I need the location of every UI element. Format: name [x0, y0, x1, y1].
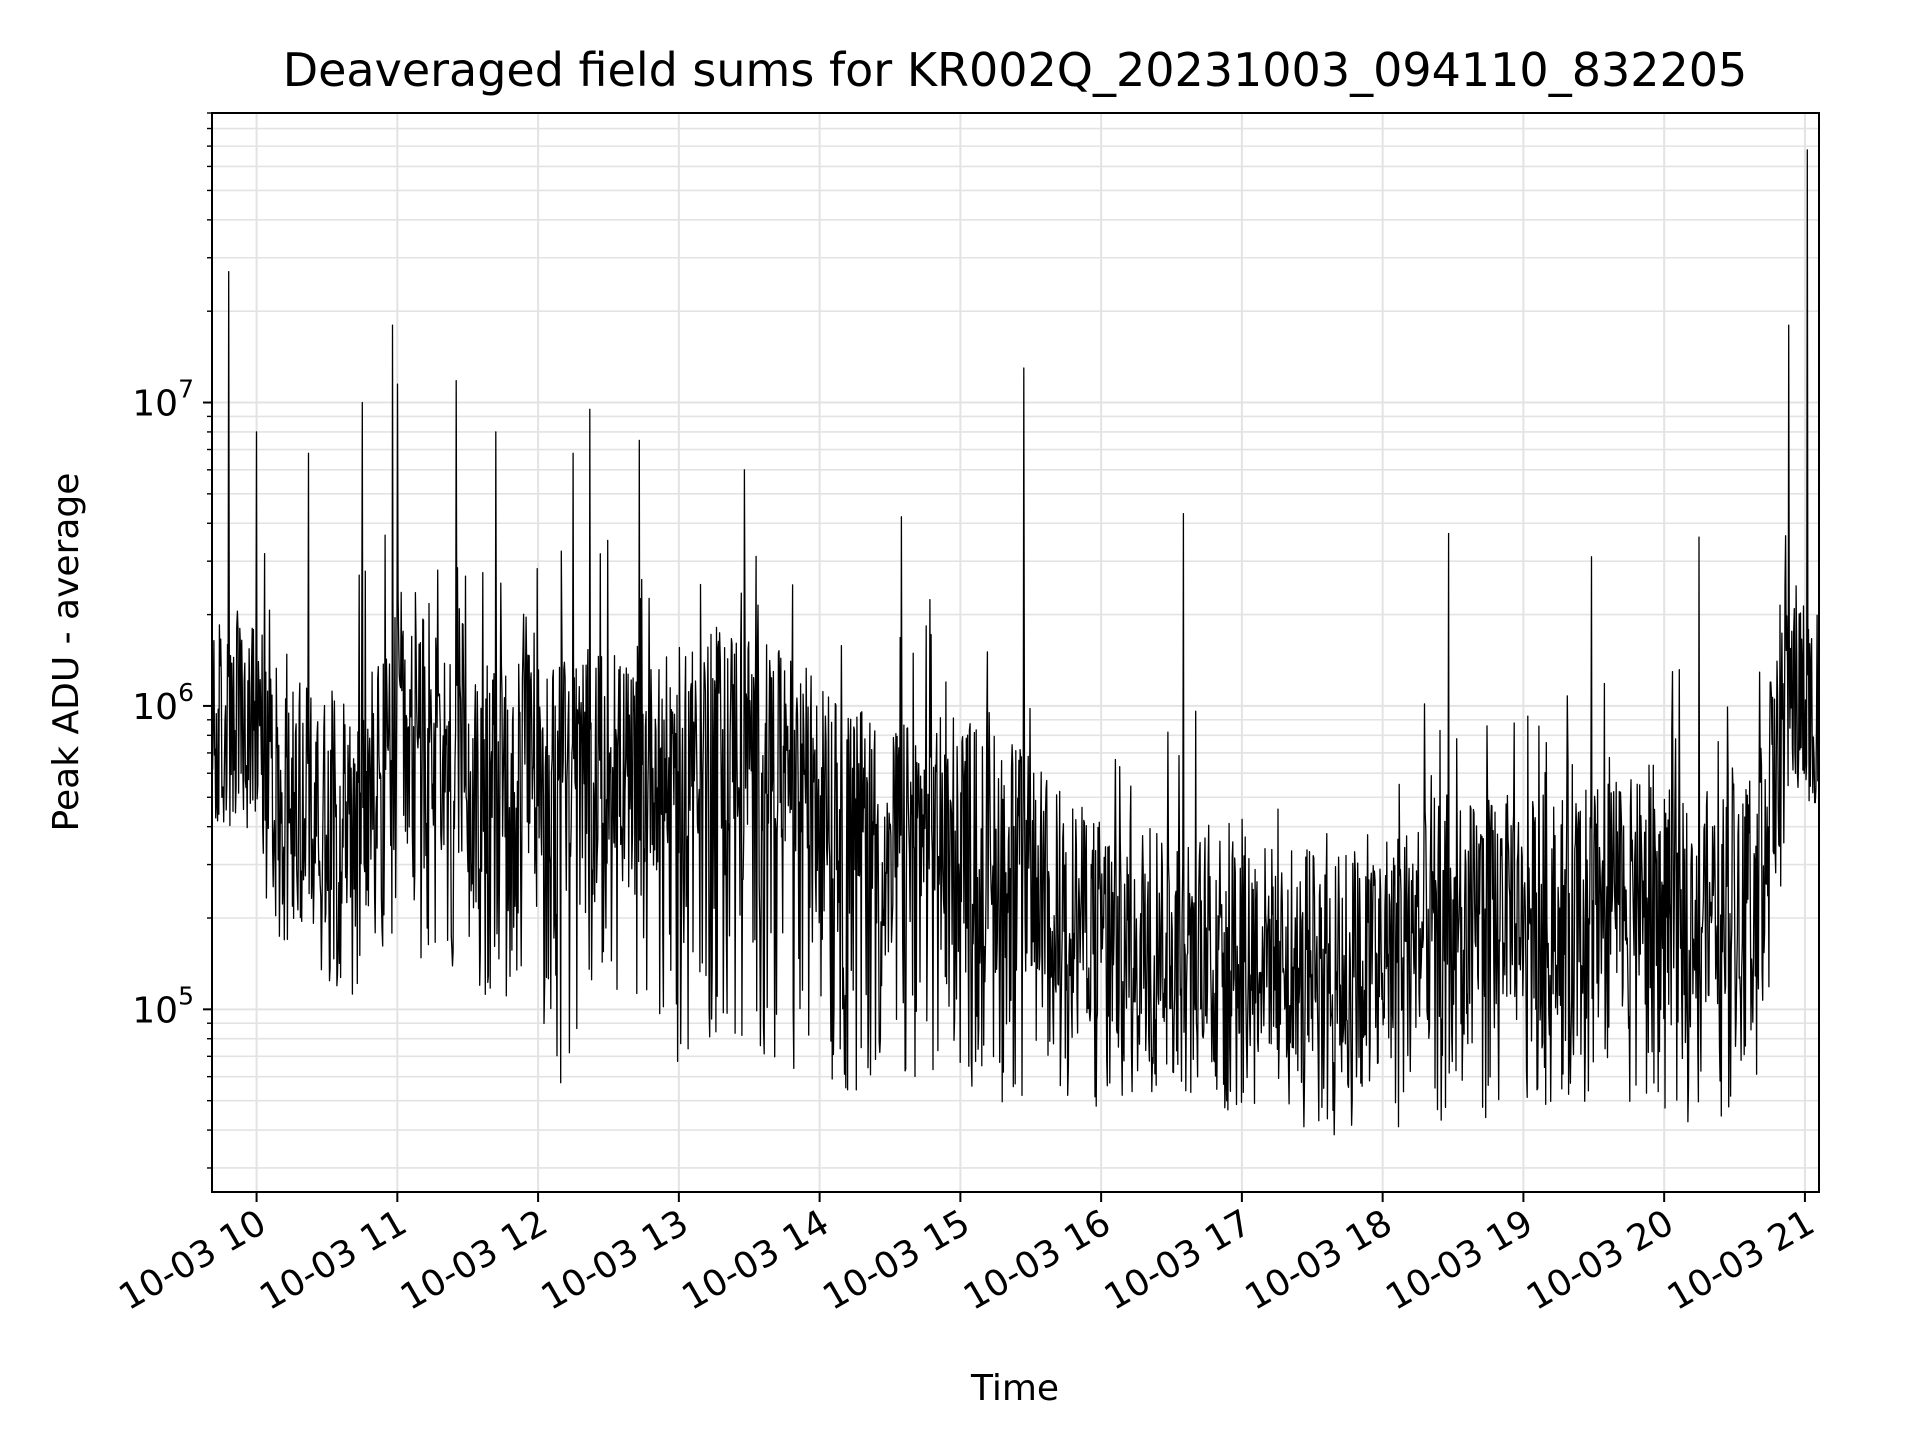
y-tick-exponent: 6 [178, 678, 194, 707]
x-tick-label: 10-03 17 [1098, 1202, 1259, 1318]
y-tick-exponent: 5 [178, 981, 194, 1010]
x-tick-label: 10-03 15 [816, 1202, 977, 1318]
series-line [211, 149, 1820, 1136]
x-tick-label: 10-03 12 [394, 1202, 555, 1318]
y-tick-label: 107 [132, 375, 194, 425]
y-tick-label: 105 [132, 981, 194, 1031]
x-tick-label: 10-03 14 [675, 1202, 836, 1318]
y-tick-label: 106 [132, 678, 194, 728]
x-tick-label: 10-03 10 [112, 1202, 273, 1318]
x-tick-label: 10-03 18 [1238, 1202, 1399, 1318]
x-tick-label: 10-03 11 [253, 1202, 414, 1318]
x-tick-label: 10-03 19 [1379, 1202, 1540, 1318]
chart-title: Deaveraged field sums for KR002Q_2023100… [283, 43, 1748, 97]
y-tick-base: 10 [132, 687, 178, 728]
y-axis-label: Peak ADU - average [46, 473, 87, 832]
y-tick-base: 10 [132, 990, 178, 1031]
x-tick-label: 10-03 16 [957, 1202, 1118, 1318]
x-tick-label: 10-03 20 [1520, 1202, 1681, 1318]
data-line-layer [211, 149, 1820, 1136]
x-axis-label: Time [970, 1368, 1059, 1409]
y-tick-exponent: 7 [178, 375, 194, 404]
y-tick-base: 10 [132, 384, 178, 425]
x-tick-label: 10-03 13 [535, 1202, 696, 1318]
x-tick-label: 10-03 21 [1661, 1202, 1822, 1318]
plot-frame [211, 112, 1820, 1193]
